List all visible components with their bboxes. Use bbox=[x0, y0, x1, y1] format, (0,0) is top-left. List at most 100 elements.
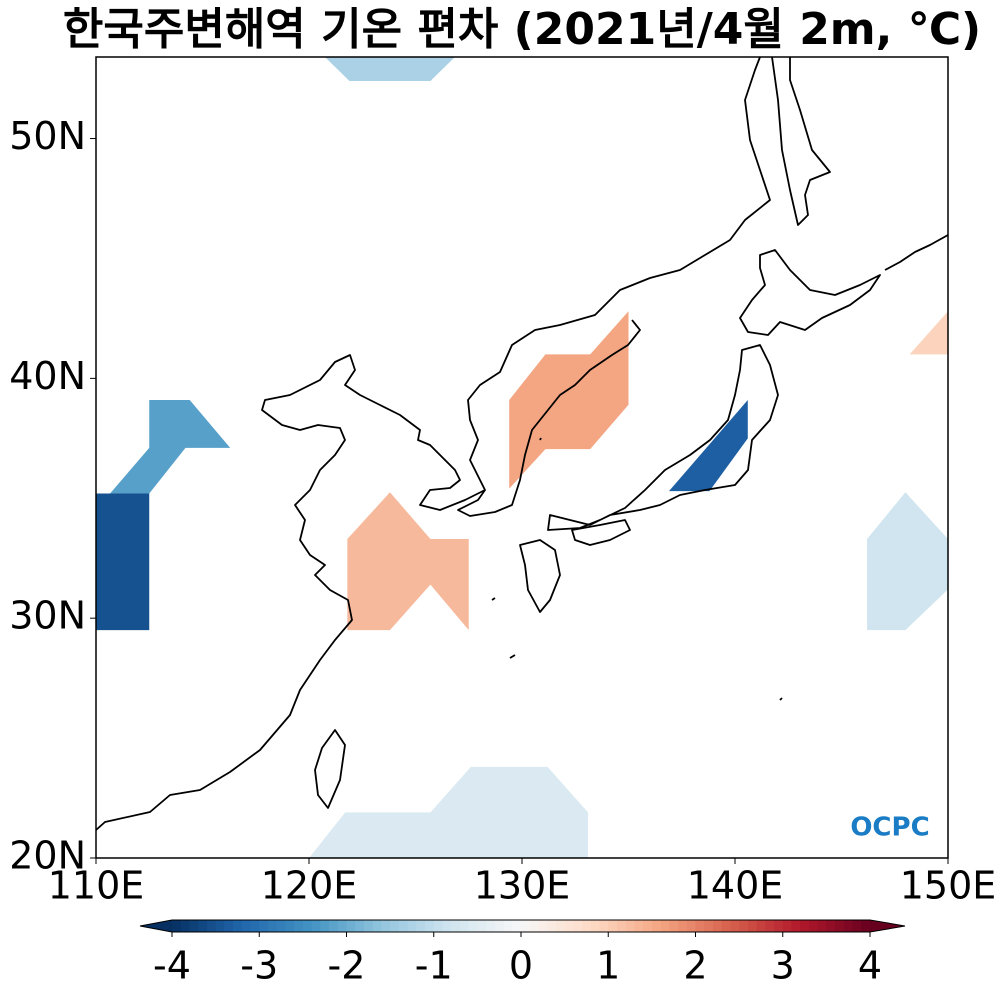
colorbar-tick-label: 1 bbox=[596, 944, 620, 988]
colorbar-segment bbox=[521, 920, 531, 932]
colorbar-segment bbox=[835, 920, 845, 932]
coast-korea-south bbox=[457, 319, 641, 517]
colorbar-segment bbox=[608, 920, 618, 932]
colorbar-segment bbox=[660, 920, 670, 932]
coast-kamchatka bbox=[884, 234, 949, 271]
colorbar-segment bbox=[442, 920, 452, 932]
colorbar-segment bbox=[407, 920, 417, 932]
x-tick-label: 150E bbox=[900, 864, 997, 908]
colorbar-segment bbox=[547, 920, 557, 932]
colorbar-segment bbox=[451, 920, 461, 932]
colorbar-segment bbox=[477, 920, 487, 932]
colorbar-segment bbox=[285, 920, 295, 932]
colorbar-tick-label: -4 bbox=[153, 944, 191, 988]
x-tick-label: 130E bbox=[474, 864, 571, 908]
anomaly-patch bbox=[909, 311, 948, 355]
coast-islands bbox=[491, 437, 783, 701]
colorbar-tick-label: 3 bbox=[771, 944, 795, 988]
colorbar-segment bbox=[512, 920, 522, 932]
colorbar-extend-high bbox=[870, 920, 905, 932]
colorbar-segment bbox=[564, 920, 574, 932]
colorbar-segment bbox=[320, 920, 330, 932]
colorbar-segment bbox=[329, 920, 339, 932]
coast-asia bbox=[95, 56, 771, 831]
colorbar-segment bbox=[372, 920, 382, 932]
colorbar-segment bbox=[590, 920, 601, 932]
colorbar-segment bbox=[468, 920, 478, 932]
anomaly-patch bbox=[347, 492, 469, 631]
anomaly-patch bbox=[668, 399, 748, 492]
colorbar-segment bbox=[172, 920, 182, 932]
colorbar-tick-label: 2 bbox=[683, 944, 707, 988]
colorbar-segment bbox=[782, 920, 793, 932]
y-tick-label: 20N bbox=[9, 834, 86, 878]
colorbar-tick-label: 0 bbox=[509, 944, 533, 988]
colorbar: -4 -3 -2 -1 0 1 2 3 4 bbox=[139, 919, 906, 988]
colorbar-segment bbox=[730, 920, 740, 932]
colorbar-segment bbox=[233, 920, 243, 932]
colorbar-segment bbox=[390, 920, 400, 932]
coast-hokkaido bbox=[739, 249, 881, 336]
colorbar-segment bbox=[198, 920, 208, 932]
colorbar-segment bbox=[529, 920, 540, 932]
colorbar-segment bbox=[555, 920, 566, 932]
colorbar-segment bbox=[616, 920, 627, 932]
colorbar-segment bbox=[791, 920, 801, 932]
colorbar-segment bbox=[206, 920, 217, 932]
colorbar-segment bbox=[215, 920, 225, 932]
colorbar-segment bbox=[756, 920, 766, 932]
colorbar-segment bbox=[494, 920, 505, 932]
colorbar-segment bbox=[765, 920, 775, 932]
colorbar-segment bbox=[712, 920, 723, 932]
colorbar-segment bbox=[486, 920, 496, 932]
colorbar-segment bbox=[250, 920, 260, 932]
y-tick-label: 40N bbox=[9, 354, 86, 398]
colorbar-segment bbox=[538, 920, 548, 932]
colorbar-segment bbox=[774, 920, 784, 932]
colorbar-segment bbox=[704, 920, 714, 932]
coast-taiwan bbox=[314, 729, 346, 809]
colorbar-segment bbox=[189, 920, 199, 932]
colorbar-segment bbox=[381, 920, 391, 932]
colorbar-segment bbox=[363, 920, 374, 932]
colorbar-segment bbox=[747, 920, 758, 932]
colorbar-tick-label: -1 bbox=[415, 944, 453, 988]
colorbar-tick-label: -3 bbox=[240, 944, 278, 988]
x-tick-label: 110E bbox=[48, 864, 145, 908]
colorbar-segment bbox=[669, 920, 679, 932]
colorbar-segment bbox=[355, 920, 365, 932]
colorbar-segment bbox=[276, 920, 287, 932]
coast-honshu bbox=[547, 344, 779, 531]
colorbar-segment bbox=[398, 920, 409, 932]
colorbar-segment bbox=[294, 920, 304, 932]
x-tick-label: 140E bbox=[687, 864, 784, 908]
colorbar-segment bbox=[311, 920, 321, 932]
colorbar-segment bbox=[852, 920, 862, 932]
colorbar-segment bbox=[433, 920, 444, 932]
coast-shikoku bbox=[571, 519, 631, 546]
anomaly-patch bbox=[96, 493, 150, 631]
coast-kyushu bbox=[519, 539, 561, 613]
colorbar-tick-label: -2 bbox=[328, 944, 366, 988]
colorbar-segment bbox=[337, 920, 348, 932]
colorbar-segment bbox=[721, 920, 731, 932]
colorbar-segment bbox=[634, 920, 644, 932]
chart-title: 한국주변해역 기온 편차 (2021년/4월 2m, ℃) bbox=[63, 4, 981, 55]
anomaly-patch bbox=[309, 766, 589, 858]
y-tick-label: 50N bbox=[9, 114, 86, 158]
colorbar-segment bbox=[625, 920, 636, 932]
colorbar-segment bbox=[346, 920, 356, 932]
colorbar-segment bbox=[843, 920, 854, 932]
colorbar-segment bbox=[241, 920, 252, 932]
colorbar-segment bbox=[459, 920, 470, 932]
colorbar-tick-label: 4 bbox=[858, 944, 882, 988]
colorbar-segment bbox=[861, 920, 871, 932]
colorbar-segment bbox=[599, 920, 609, 932]
colorbar-extend-low bbox=[140, 920, 172, 932]
colorbar-segment bbox=[416, 920, 426, 932]
colorbar-segment bbox=[224, 920, 234, 932]
logo: OCPC bbox=[850, 813, 929, 843]
colorbar-segment bbox=[651, 920, 662, 932]
